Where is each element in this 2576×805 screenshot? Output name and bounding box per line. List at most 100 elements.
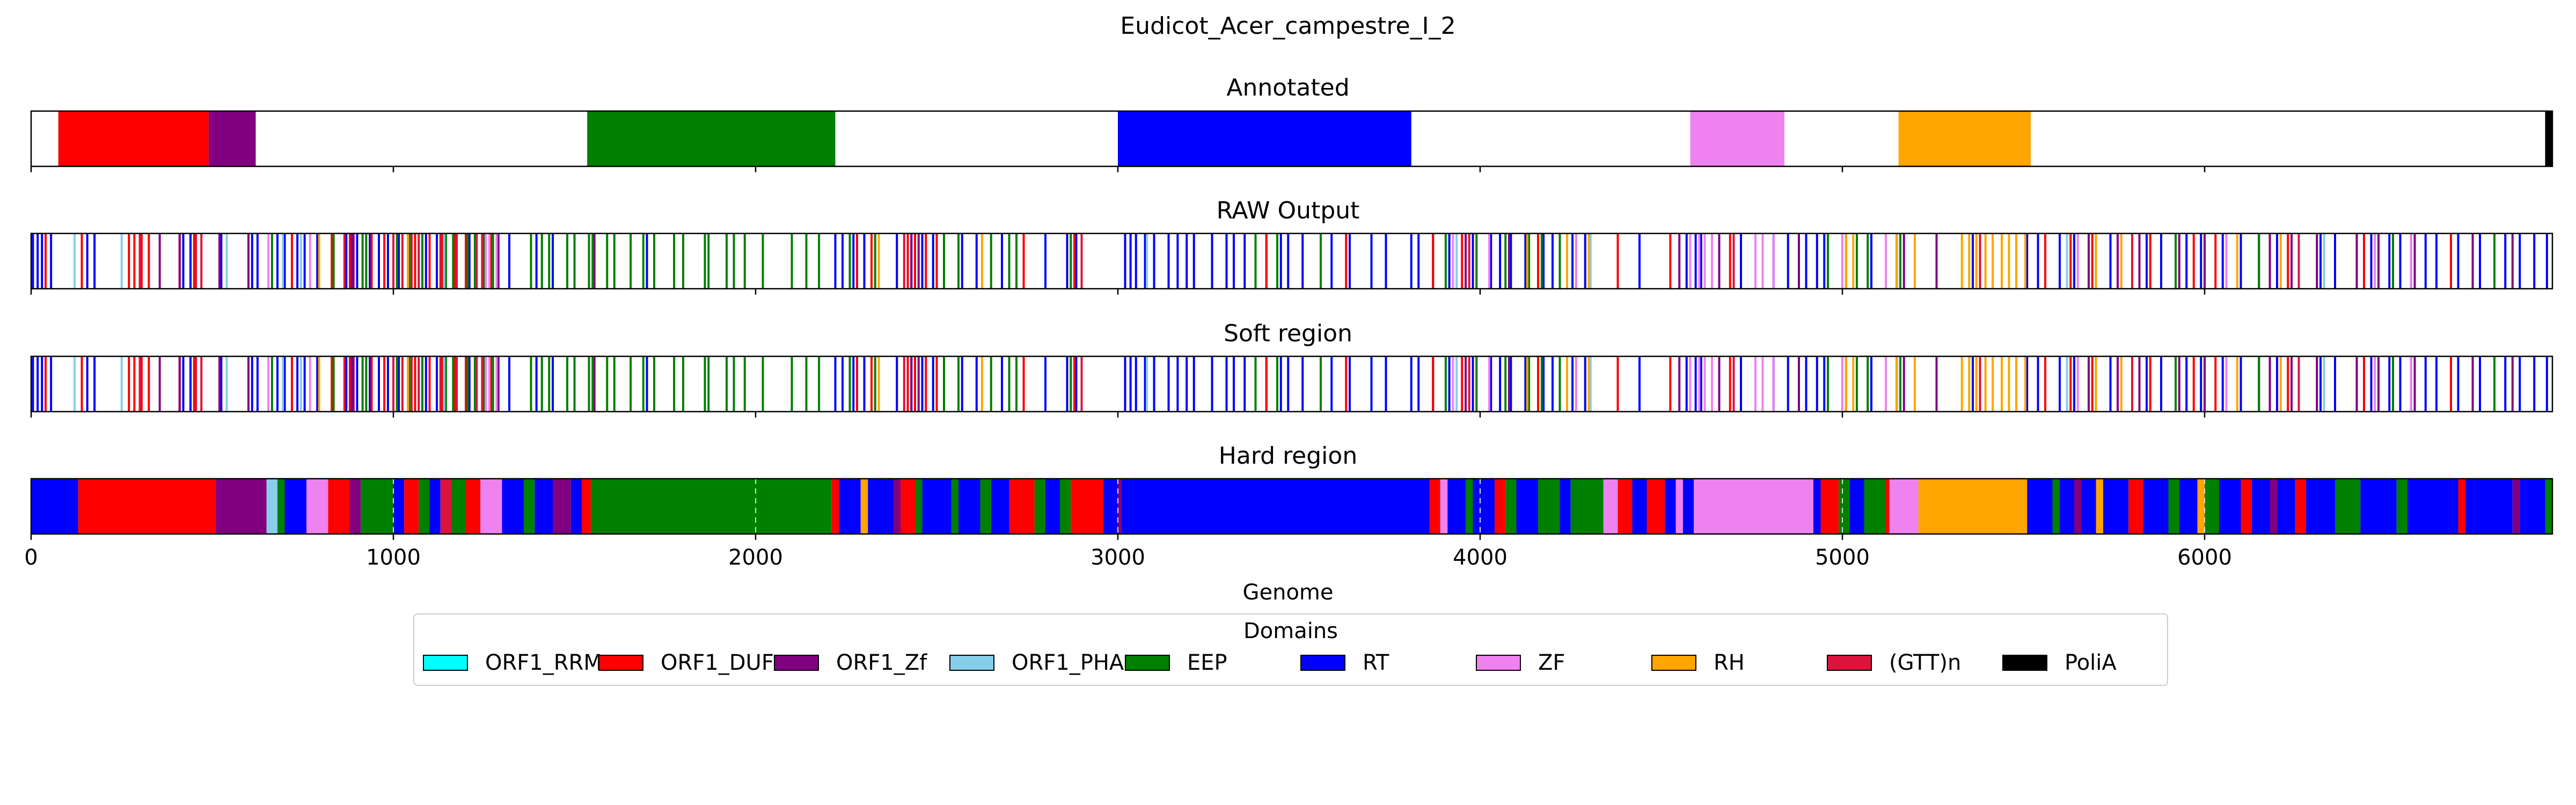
segment-eep: [590, 479, 832, 534]
segment-eep: [2545, 479, 2552, 534]
legend-item-orf1-pha: ORF1_PHA: [949, 650, 1124, 676]
segment-orf1-zf: [216, 479, 267, 534]
segment-rh: [2197, 479, 2205, 534]
segment-rt: [1813, 479, 1821, 534]
segment-eep: [1864, 479, 1886, 534]
segment-orf1-zf: [2270, 479, 2277, 534]
segment-zf: [1603, 479, 1618, 534]
segment-rh: [2096, 479, 2103, 534]
x-tick-label: 2000: [728, 545, 783, 570]
legend-label: RT: [1363, 650, 1389, 675]
segment-orf1-duf: [901, 479, 915, 534]
legend-title: Domains: [1243, 619, 1338, 643]
segment-eep: [1505, 479, 1517, 534]
legend-label: ORF1_RRM: [485, 650, 602, 675]
segment-orf1-duf: [78, 479, 216, 534]
segment-orf1-pha: [266, 479, 277, 534]
segment-rt: [1045, 479, 1060, 534]
legend-swatch: [949, 655, 994, 671]
panel-annotated: Annotated: [30, 74, 2553, 172]
legend-item-orf1-zf: ORF1_Zf: [774, 650, 927, 676]
segment-rt: [284, 479, 306, 534]
segment-rt: [2081, 479, 2096, 534]
segment-rt: [1447, 479, 1466, 534]
segment-orf1-duf: [2241, 479, 2252, 534]
segment-zf: [480, 479, 502, 534]
segment-rt: [1560, 479, 1571, 534]
segment-orf1-duf: [2295, 479, 2306, 534]
legend-label: ZF: [1538, 650, 1565, 675]
segment-orf1-duf: [1618, 479, 1633, 534]
segment-orf1-zf: [1118, 479, 1122, 534]
segment-rt: [1473, 479, 1495, 534]
segment-rt: [922, 479, 952, 534]
panel-frame: [30, 110, 2553, 167]
segment-zf: [1889, 479, 1919, 534]
segment-rt: [393, 479, 405, 534]
segment-eep: [2396, 479, 2407, 534]
segment-orf1-zf: [893, 479, 901, 534]
legend-item-gtt-n: (GTT)n: [1827, 650, 1961, 676]
segment-gtt-n: [440, 479, 451, 534]
panel-title: Hard region: [1219, 442, 1357, 470]
segment-eep: [1034, 479, 1045, 534]
segment-rh: [860, 479, 868, 534]
segment-eep: [1839, 479, 1850, 534]
x-tick-label: 0: [24, 545, 38, 570]
segment-zf: [1690, 111, 1784, 166]
panel-frame: [30, 355, 2553, 413]
legend-swatch: [423, 655, 468, 671]
panel-title: RAW Output: [1217, 197, 1360, 224]
segment-rt: [535, 479, 553, 534]
segment-orf1-duf: [582, 479, 591, 534]
segment-orf1-duf: [58, 111, 209, 166]
segment-eep: [951, 479, 958, 534]
segment-rt: [868, 479, 894, 534]
panel-soft-region: Soft region: [30, 320, 2553, 418]
segment-rt: [2219, 479, 2241, 534]
segment-zf: [1440, 479, 1448, 534]
segment-eep: [980, 479, 991, 534]
segment-orf1-zf: [2512, 479, 2520, 534]
segment-rt: [958, 479, 980, 534]
legend-item-zf: ZF: [1476, 650, 1565, 676]
segment-eep: [915, 479, 923, 534]
legend-swatch: [1125, 655, 1170, 671]
legend-swatch: [1476, 655, 1521, 671]
legend-item-orf1-rrm: ORF1_RRM: [423, 650, 602, 676]
segment-rt: [502, 479, 524, 534]
panel-title: Annotated: [1226, 74, 1349, 101]
panel-hard-region: Hard region 0 1000 2000 3000 4000 5000 6000: [24, 442, 2553, 570]
legend-item-eep: EEP: [1125, 650, 1227, 676]
legend-swatch: [774, 655, 819, 671]
segment-orf1-duf: [831, 479, 839, 534]
segment-rt: [1683, 479, 1694, 534]
panel-frame: [30, 478, 2553, 535]
legend-item-rh: RH: [1651, 650, 1745, 676]
segment-rt: [2143, 479, 2169, 534]
legend-swatch: [2002, 655, 2047, 671]
segment-rt: [991, 479, 1009, 534]
segment-rh: [1918, 479, 2028, 534]
segment-rt: [2520, 479, 2545, 534]
segment-rt: [839, 479, 861, 534]
legend-label: ORF1_PHA: [1012, 650, 1124, 675]
segment-eep: [1466, 479, 1473, 534]
segment-polia: [2545, 111, 2552, 166]
segment-rt: [2251, 479, 2270, 534]
segment-zf: [1675, 479, 1683, 534]
legend-label: (GTT)n: [1889, 650, 1962, 675]
segment-rt: [1849, 479, 1864, 534]
segment-orf1-duf: [1429, 479, 1440, 534]
legend-swatch: [1300, 655, 1345, 671]
panel-frame: [30, 232, 2553, 290]
segment-rt: [2103, 479, 2129, 534]
segment-orf1-duf: [1820, 479, 1839, 534]
legend-label: ORF1_Zf: [836, 650, 927, 675]
segment-orf1-zf: [2074, 479, 2082, 534]
panel-title: Soft region: [1224, 320, 1352, 347]
x-tick-label: 4000: [1453, 545, 1507, 570]
segment-eep: [277, 479, 285, 534]
segment-orf1-zf: [350, 479, 361, 534]
